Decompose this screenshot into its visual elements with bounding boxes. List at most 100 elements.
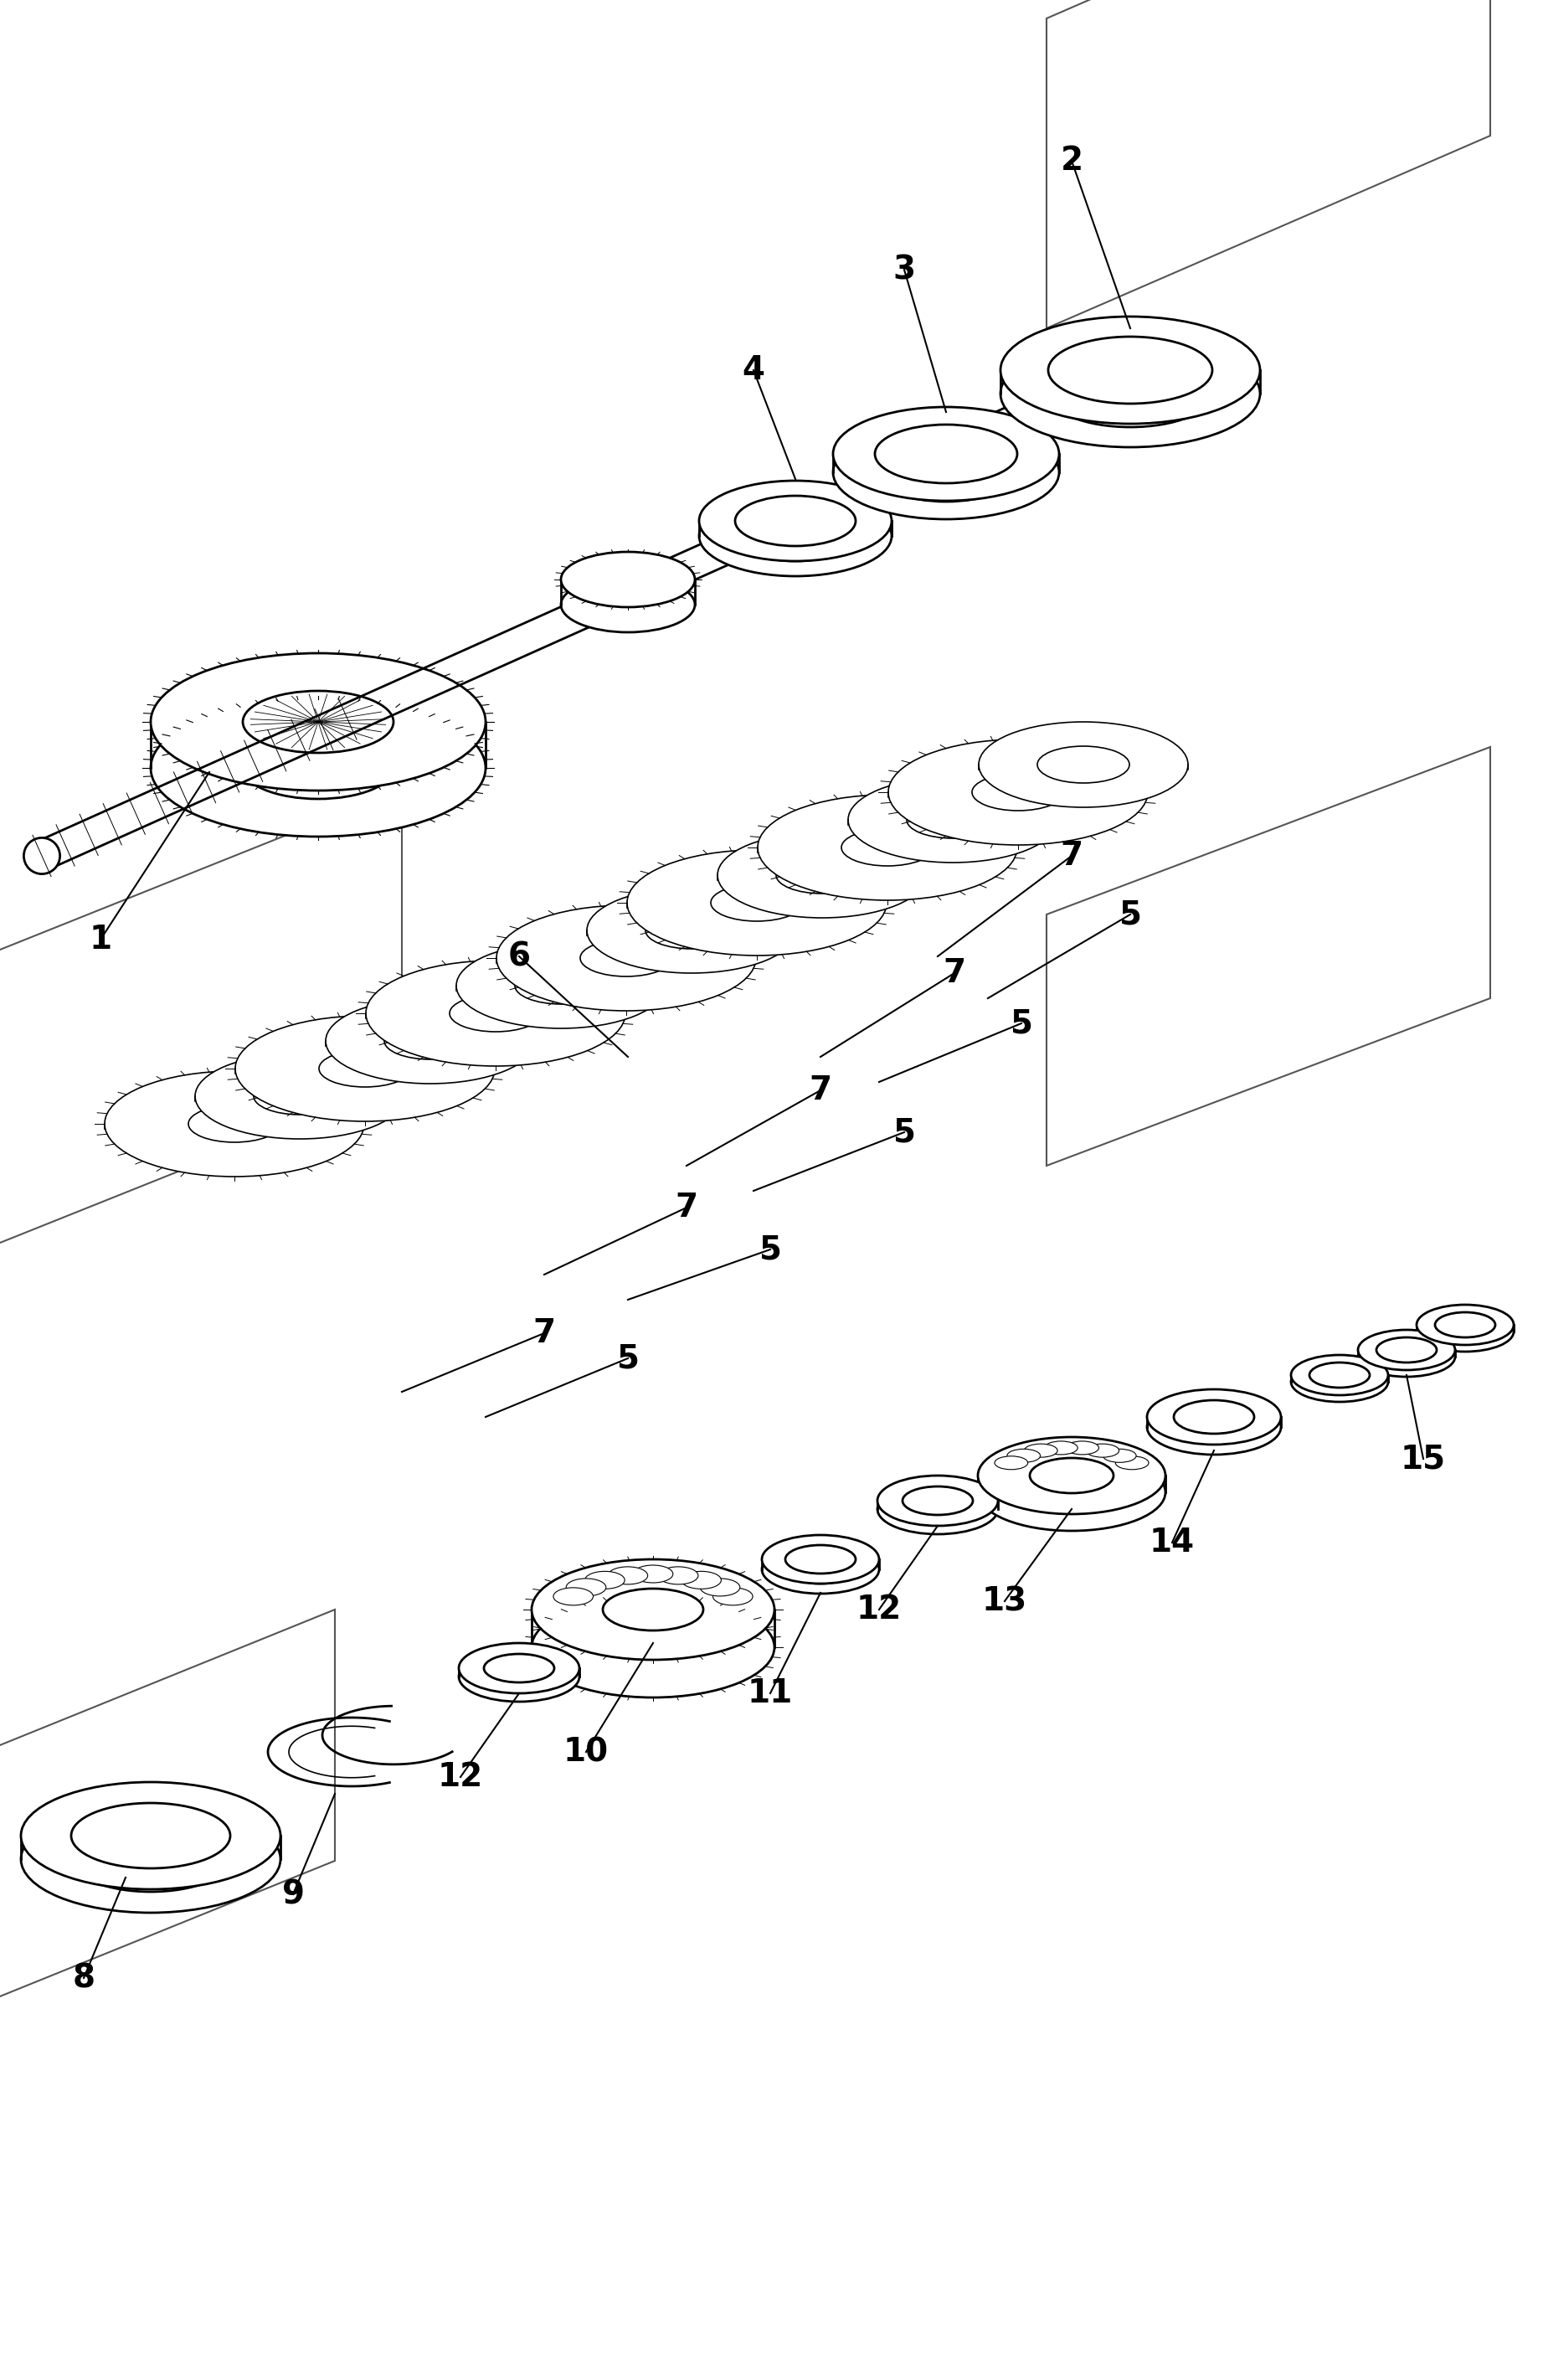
Text: 3: 3 [893, 255, 915, 286]
Ellipse shape [458, 1642, 579, 1692]
Ellipse shape [849, 778, 1057, 862]
Ellipse shape [22, 1806, 281, 1914]
Ellipse shape [1358, 1338, 1455, 1376]
Ellipse shape [682, 1571, 721, 1590]
Ellipse shape [485, 1654, 554, 1683]
Ellipse shape [1045, 1442, 1077, 1454]
Ellipse shape [645, 912, 738, 950]
Text: 4: 4 [742, 355, 765, 386]
Ellipse shape [1310, 1368, 1370, 1395]
Ellipse shape [758, 795, 1017, 900]
Ellipse shape [384, 1023, 477, 1059]
Ellipse shape [23, 838, 60, 873]
Ellipse shape [566, 1578, 606, 1597]
Text: 8: 8 [73, 1961, 96, 1994]
Text: 10: 10 [563, 1735, 608, 1768]
Ellipse shape [699, 495, 892, 576]
Ellipse shape [586, 888, 796, 973]
Ellipse shape [1048, 359, 1213, 426]
Ellipse shape [1146, 1390, 1281, 1445]
Ellipse shape [1066, 1442, 1099, 1454]
Ellipse shape [701, 1578, 741, 1597]
Ellipse shape [1358, 1330, 1455, 1371]
Ellipse shape [1174, 1411, 1254, 1445]
Text: 7: 7 [676, 1192, 697, 1223]
Ellipse shape [903, 1488, 972, 1516]
Text: 12: 12 [438, 1761, 483, 1792]
Ellipse shape [1435, 1311, 1495, 1338]
Ellipse shape [659, 1566, 697, 1585]
Ellipse shape [580, 940, 673, 976]
Ellipse shape [1146, 1399, 1281, 1454]
Ellipse shape [497, 904, 756, 1011]
Text: 7: 7 [809, 1073, 832, 1107]
Ellipse shape [875, 424, 1017, 483]
Ellipse shape [889, 740, 1148, 845]
Text: 11: 11 [747, 1678, 793, 1709]
Ellipse shape [785, 1554, 856, 1583]
Ellipse shape [603, 1587, 704, 1630]
Ellipse shape [1000, 340, 1261, 447]
Ellipse shape [1435, 1319, 1495, 1345]
Text: 9: 9 [282, 1878, 304, 1911]
Ellipse shape [833, 426, 1058, 519]
Text: 1: 1 [89, 923, 111, 954]
Ellipse shape [22, 1783, 281, 1890]
Ellipse shape [71, 1825, 230, 1892]
Ellipse shape [776, 857, 869, 892]
Ellipse shape [151, 652, 486, 790]
Ellipse shape [554, 1587, 593, 1604]
Ellipse shape [734, 512, 856, 562]
Ellipse shape [366, 962, 625, 1066]
Ellipse shape [903, 1495, 972, 1523]
Text: 7: 7 [532, 1316, 555, 1349]
Ellipse shape [978, 1438, 1165, 1514]
Ellipse shape [458, 1652, 579, 1702]
Ellipse shape [762, 1545, 880, 1595]
Text: 6: 6 [508, 940, 531, 973]
Text: 5: 5 [1119, 900, 1142, 931]
Ellipse shape [972, 774, 1065, 812]
Text: 14: 14 [1150, 1526, 1194, 1559]
Ellipse shape [699, 481, 892, 562]
Ellipse shape [235, 1016, 495, 1121]
Ellipse shape [995, 1457, 1028, 1468]
Ellipse shape [562, 576, 694, 633]
Ellipse shape [562, 552, 694, 607]
Ellipse shape [242, 690, 393, 752]
Ellipse shape [1416, 1311, 1514, 1352]
Ellipse shape [71, 1804, 230, 1868]
Ellipse shape [105, 1071, 364, 1176]
Ellipse shape [515, 966, 606, 1004]
Ellipse shape [457, 942, 665, 1028]
Ellipse shape [449, 995, 542, 1031]
Ellipse shape [242, 738, 393, 800]
Ellipse shape [1103, 1449, 1136, 1461]
Text: 2: 2 [1060, 145, 1083, 176]
Ellipse shape [1029, 1459, 1114, 1492]
Ellipse shape [1048, 336, 1213, 405]
Ellipse shape [978, 1454, 1165, 1530]
Ellipse shape [626, 850, 887, 954]
Ellipse shape [1310, 1361, 1370, 1388]
Ellipse shape [1029, 1476, 1114, 1509]
Ellipse shape [532, 1559, 775, 1659]
Ellipse shape [878, 1476, 998, 1526]
Ellipse shape [151, 700, 486, 838]
Ellipse shape [1116, 1457, 1148, 1468]
Ellipse shape [841, 828, 934, 866]
Ellipse shape [711, 885, 802, 921]
Ellipse shape [1174, 1399, 1254, 1433]
Ellipse shape [713, 1587, 753, 1604]
Ellipse shape [253, 1078, 346, 1114]
Ellipse shape [878, 1485, 998, 1535]
Text: 13: 13 [981, 1585, 1028, 1616]
Ellipse shape [1291, 1361, 1389, 1402]
Text: 5: 5 [617, 1342, 639, 1373]
Ellipse shape [1416, 1304, 1514, 1345]
Ellipse shape [1376, 1345, 1437, 1368]
Ellipse shape [875, 443, 1017, 502]
Ellipse shape [1008, 1449, 1040, 1461]
Ellipse shape [532, 1597, 775, 1697]
Ellipse shape [608, 1566, 648, 1585]
